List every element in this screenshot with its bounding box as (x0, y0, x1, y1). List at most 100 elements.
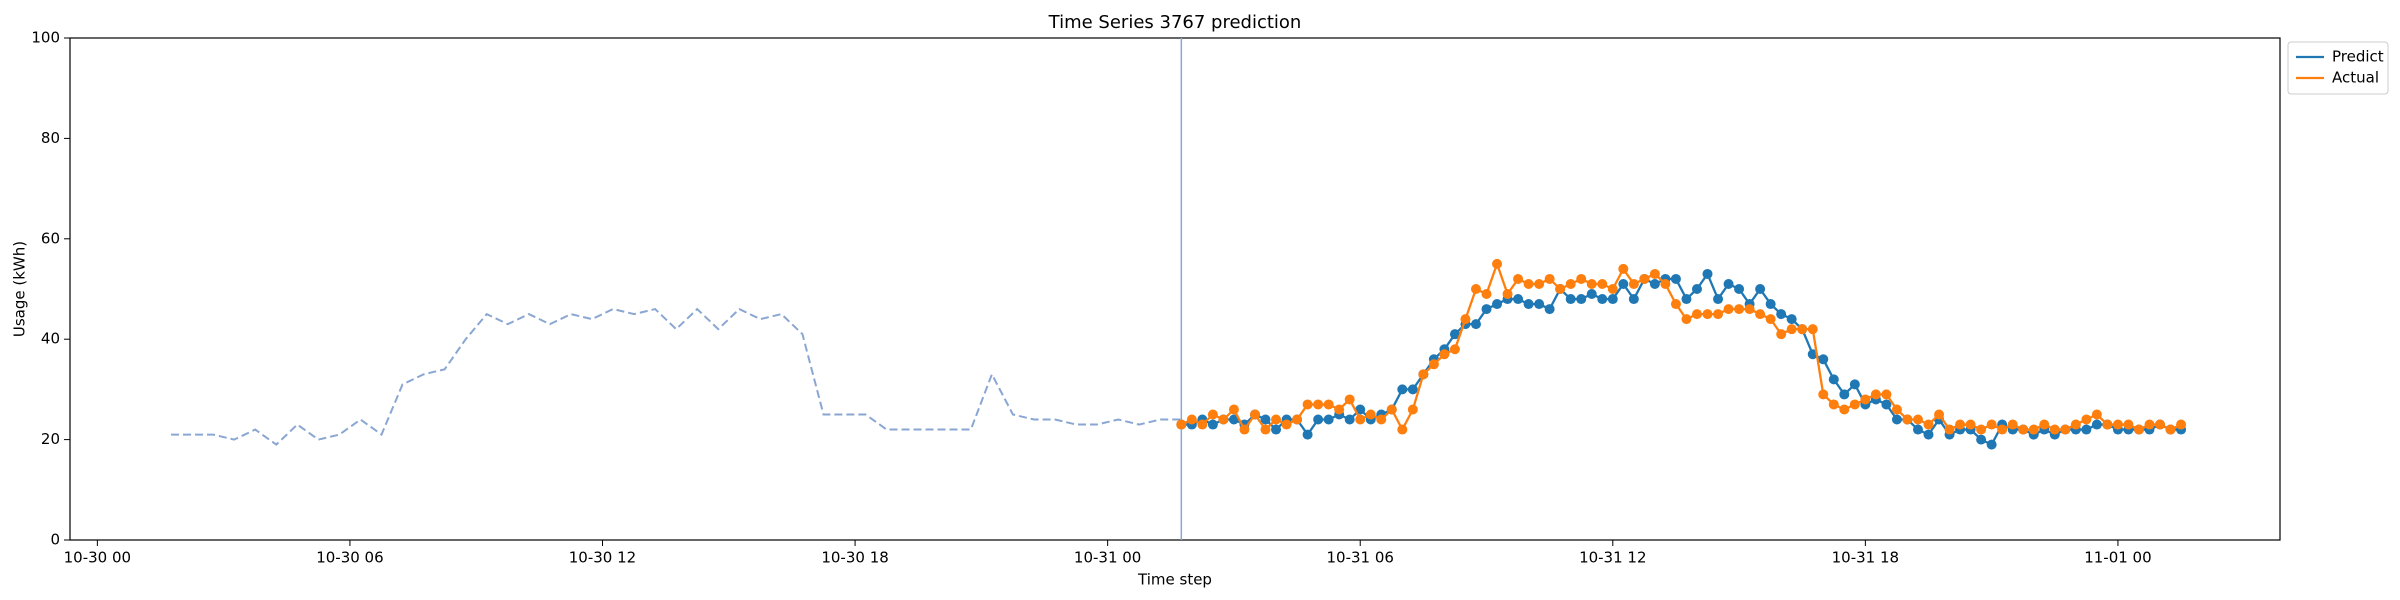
data-point (1492, 299, 1503, 310)
data-point (1639, 273, 1650, 284)
data-point (1881, 399, 1892, 410)
data-point (2028, 424, 2039, 435)
data-point (1986, 419, 1997, 430)
y-axis-label: Usage (kWh) (11, 241, 29, 337)
data-point (1955, 419, 1966, 430)
data-point (1839, 389, 1850, 400)
data-point (2091, 419, 2102, 430)
data-point (1786, 324, 1797, 335)
data-point (1449, 344, 1460, 355)
data-point (1397, 384, 1408, 395)
y-tick-label: 100 (31, 29, 60, 47)
x-tick-label: 10-31 00 (1074, 549, 1141, 567)
data-point (1207, 409, 1218, 420)
data-point (1934, 409, 1945, 420)
x-tick-label: 10-31 18 (1832, 549, 1899, 567)
y-tick-label: 40 (41, 330, 60, 348)
data-point (1891, 404, 1902, 415)
data-point (1755, 309, 1766, 320)
data-point (2112, 419, 2123, 430)
data-point (1986, 439, 1997, 450)
y-tick-label: 80 (41, 129, 60, 147)
data-point (1923, 419, 1934, 430)
data-point (1534, 299, 1545, 310)
data-point (1386, 404, 1397, 415)
data-point (1597, 278, 1608, 289)
x-tick-label: 10-30 00 (64, 549, 131, 567)
data-point (1912, 414, 1923, 425)
data-point (1797, 324, 1808, 335)
data-point (1260, 424, 1271, 435)
data-point (1186, 414, 1197, 425)
data-point (1260, 414, 1271, 425)
data-point (2133, 424, 2144, 435)
data-point (1618, 263, 1629, 274)
data-point (1702, 309, 1713, 320)
data-point (1481, 304, 1492, 315)
data-point (1576, 294, 1587, 305)
data-point (1302, 429, 1313, 440)
data-point (1344, 414, 1355, 425)
data-point (1902, 414, 1913, 425)
y-tick-label: 60 (41, 229, 60, 247)
x-tick-label: 10-31 12 (1579, 549, 1646, 567)
data-point (1860, 394, 1871, 405)
data-point (1618, 278, 1629, 289)
data-point (2049, 424, 2060, 435)
data-point (1681, 294, 1692, 305)
data-point (1628, 294, 1639, 305)
data-point (1449, 329, 1460, 340)
data-point (1912, 424, 1923, 435)
data-point (1828, 399, 1839, 410)
data-point (1355, 414, 1366, 425)
data-point (1492, 258, 1503, 269)
data-point (1713, 309, 1724, 320)
history-line (171, 307, 1182, 446)
data-point (1597, 294, 1608, 305)
plot-frame (69, 37, 2281, 541)
data-point (1891, 414, 1902, 425)
data-point (1649, 268, 1660, 279)
data-point (1734, 304, 1745, 315)
x-tick-label: 10-31 06 (1326, 549, 1393, 567)
data-point (1470, 284, 1481, 294)
data-point (2060, 424, 2071, 435)
data-point (1586, 289, 1597, 300)
data-point (1534, 278, 1545, 289)
data-point (1239, 424, 1250, 435)
data-point (1607, 284, 1618, 294)
data-point (1523, 278, 1534, 289)
legend-label: Predict (2332, 48, 2384, 66)
data-point (1776, 329, 1787, 340)
x-tick-label: 10-30 18 (821, 549, 888, 567)
data-point (1313, 414, 1324, 425)
data-point (2102, 419, 2113, 430)
data-point (1407, 404, 1418, 415)
data-point (1755, 284, 1766, 294)
data-point (1470, 319, 1481, 330)
data-point (1344, 394, 1355, 405)
data-point (1292, 414, 1303, 425)
data-point (1818, 354, 1829, 365)
data-point (1649, 278, 1660, 289)
data-point (1849, 399, 1860, 410)
data-point (1355, 404, 1366, 415)
data-point (1439, 349, 1450, 360)
legend-box (2287, 41, 2389, 95)
data-point (2144, 419, 2155, 430)
data-point (1281, 419, 1292, 430)
data-point (1271, 424, 1282, 435)
data-point (1607, 294, 1618, 305)
data-point (1407, 384, 1418, 395)
data-point (1376, 414, 1387, 425)
data-point (2165, 424, 2176, 435)
y-tick-label: 0 (50, 531, 60, 549)
data-point (1691, 309, 1702, 320)
data-point (1365, 409, 1376, 420)
data-point (1670, 273, 1681, 284)
data-point (2123, 419, 2134, 430)
data-point (1228, 404, 1239, 415)
data-point (1228, 414, 1239, 425)
data-point (1576, 273, 1587, 284)
data-point (1723, 304, 1734, 315)
